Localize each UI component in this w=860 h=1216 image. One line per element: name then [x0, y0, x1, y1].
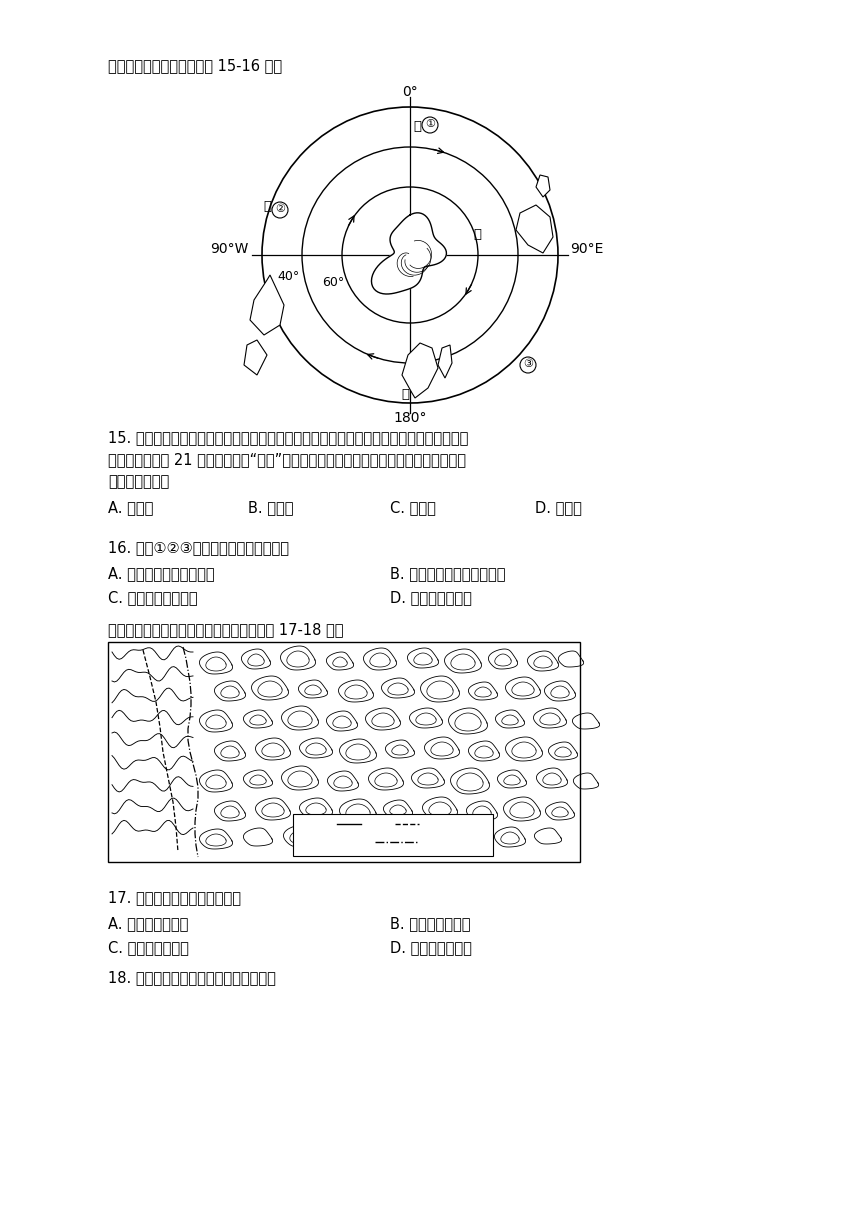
Text: ③: ③	[523, 359, 533, 368]
Text: 业增产的海域有: 业增产的海域有	[108, 474, 169, 489]
Text: D. 雁荡山的流纹岛: D. 雁荡山的流纹岛	[390, 940, 472, 955]
Text: C. 都与沿岸对流有关: C. 都与沿岸对流有关	[108, 590, 198, 606]
Text: 0°: 0°	[402, 85, 418, 98]
Text: C. 丙和丁: C. 丙和丁	[390, 500, 436, 516]
Text: 17. 下列与该地貌成因相似的是: 17. 下列与该地貌成因相似的是	[108, 890, 241, 905]
Text: 甲: 甲	[401, 388, 409, 401]
Text: 丙: 丙	[413, 120, 421, 134]
Text: A. 科罗拉多大峡谷: A. 科罗拉多大峡谷	[108, 916, 188, 931]
Text: B. 都处在盛行风向的背风坡: B. 都处在盛行风向的背风坡	[390, 565, 506, 581]
Text: 60°: 60°	[322, 276, 344, 289]
Text: 间歇河: 间歇河	[363, 818, 384, 831]
Bar	[108, 642, 580, 862]
Polygon shape	[516, 206, 553, 253]
Text: 18. 该地貌对人类生产生活产生的影响有: 18. 该地貌对人类生产生活产生的影响有	[108, 970, 276, 985]
Text: 90°W: 90°W	[210, 242, 249, 257]
Text: C. 挪威的峡湾海岸: C. 挪威的峡湾海岸	[108, 940, 189, 955]
Text: 40°: 40°	[278, 270, 300, 283]
Text: 15. 世界气象组织最新数据显示，已经持续较长时间的拉尼娜事件很可能会延续到今年年底: 15. 世界气象组织最新数据显示，已经持续较长时间的拉尼娜事件很可能会延续到今年…	[108, 430, 469, 445]
Text: A. 都与副热带高压带有关: A. 都与副热带高压带有关	[108, 565, 215, 581]
Polygon shape	[438, 345, 452, 378]
Polygon shape	[250, 275, 284, 334]
Text: D. 都与离岸风有关: D. 都与离岸风有关	[390, 590, 472, 606]
Text: 等高线: 等高线	[297, 818, 318, 831]
Text: 丁: 丁	[473, 229, 481, 242]
Polygon shape	[536, 175, 550, 197]
Text: 读我国西南某特殊地貌等高线地形图，完成 17-18 题。: 读我国西南某特殊地貌等高线地形图，完成 17-18 题。	[108, 623, 343, 637]
Polygon shape	[244, 340, 267, 375]
Text: 读南半球局部区域图，回答 15-16 题。: 读南半球局部区域图，回答 15-16 题。	[108, 58, 282, 73]
Text: D. 丁和甲: D. 丁和甲	[535, 500, 582, 516]
Text: 16. 关于①②③自然带成因说法错误的是: 16. 关于①②③自然带成因说法错误的是	[108, 540, 289, 554]
Text: A. 甲和乙: A. 甲和乙	[108, 500, 153, 516]
Text: ①: ①	[425, 119, 435, 129]
Text: ②: ②	[275, 204, 285, 214]
Text: B. 乙和丙: B. 乙和丙	[248, 500, 293, 516]
Polygon shape	[402, 343, 438, 398]
Text: 或更久，这将是 21 世纪首次出现“三重”拉尼娜事件。拉尼娜现象出现时，下列有可能渔: 或更久，这将是 21 世纪首次出现“三重”拉尼娜事件。拉尼娜现象出现时，下列有可…	[108, 452, 466, 467]
Text: 90°E: 90°E	[570, 242, 604, 257]
Text: 180°: 180°	[393, 411, 427, 426]
Text: B. 华山球状花岗岛: B. 华山球状花岗岛	[390, 916, 470, 931]
Text: 地貌类型界限: 地貌类型界限	[297, 837, 339, 849]
Bar	[293, 814, 493, 856]
Text: 乙: 乙	[263, 201, 271, 214]
Polygon shape	[372, 213, 446, 294]
